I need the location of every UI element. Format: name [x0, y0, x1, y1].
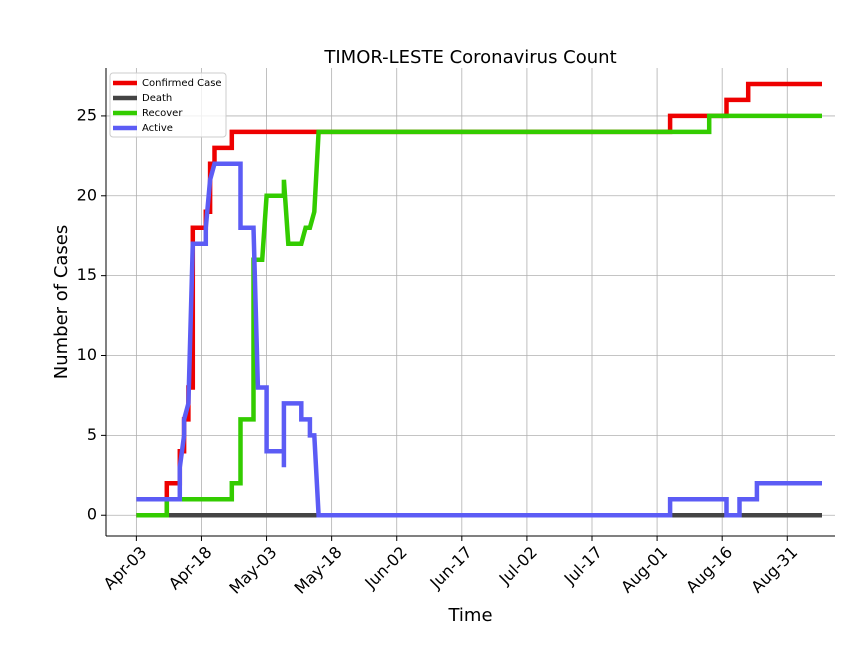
axes — [106, 68, 835, 536]
x-tick-label: Jun-02 — [360, 543, 410, 593]
y-axis-title: Number of Cases — [51, 225, 72, 380]
x-tick-label: Jun-17 — [426, 543, 476, 593]
series-lines — [136, 84, 822, 515]
x-tick-label: Aug-16 — [682, 543, 736, 597]
y-tick-label: 0 — [87, 505, 97, 524]
x-tick-label: May-18 — [291, 543, 346, 598]
legend-label: Recover — [142, 108, 183, 119]
y-tick-label: 10 — [77, 345, 97, 364]
x-tick-label: Aug-31 — [747, 543, 801, 597]
x-tick-label: May-03 — [225, 543, 280, 598]
legend-label: Death — [142, 93, 172, 104]
x-tick-label: Jul-17 — [560, 543, 606, 589]
chart-title: TIMOR-LESTE Coronavirus Count — [323, 47, 616, 68]
x-axis-title: Time — [447, 605, 492, 626]
legend-label: Confirmed Case — [142, 78, 222, 89]
grid — [106, 68, 835, 536]
x-tick-label: Apr-03 — [100, 543, 151, 594]
x-axis-ticks: Apr-03 Apr-18 May-03 May-18 Jun-02 Jun-17 Jul-… — [100, 536, 802, 598]
x-tick-label: Jul-02 — [495, 543, 541, 589]
legend-label: Active — [142, 123, 173, 134]
y-tick-label: 5 — [87, 425, 97, 444]
y-axis-ticks: 0 5 10 15 20 25 — [77, 105, 106, 523]
y-tick-label: 25 — [77, 105, 97, 124]
y-tick-label: 20 — [77, 185, 97, 204]
x-tick-label: Apr-18 — [165, 543, 216, 594]
legend: Confirmed Case Death Recover Active — [110, 73, 226, 137]
y-tick-label: 15 — [77, 265, 97, 284]
x-tick-label: Aug-01 — [617, 543, 671, 597]
